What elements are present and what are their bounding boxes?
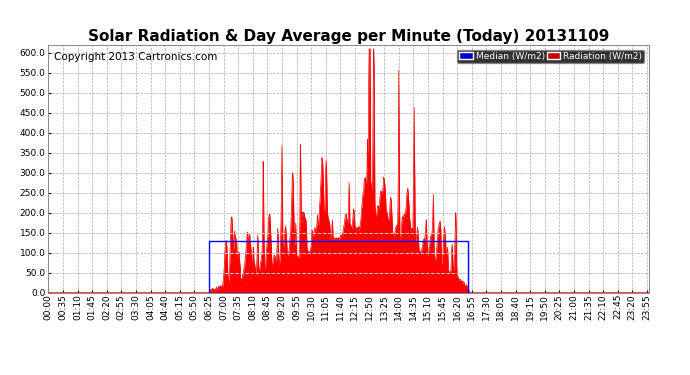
Bar bbox=[209, 241, 468, 292]
Title: Solar Radiation & Day Average per Minute (Today) 20131109: Solar Radiation & Day Average per Minute… bbox=[88, 29, 609, 44]
Legend: Median (W/m2), Radiation (W/m2): Median (W/m2), Radiation (W/m2) bbox=[457, 50, 644, 63]
Text: Copyright 2013 Cartronics.com: Copyright 2013 Cartronics.com bbox=[55, 53, 217, 62]
